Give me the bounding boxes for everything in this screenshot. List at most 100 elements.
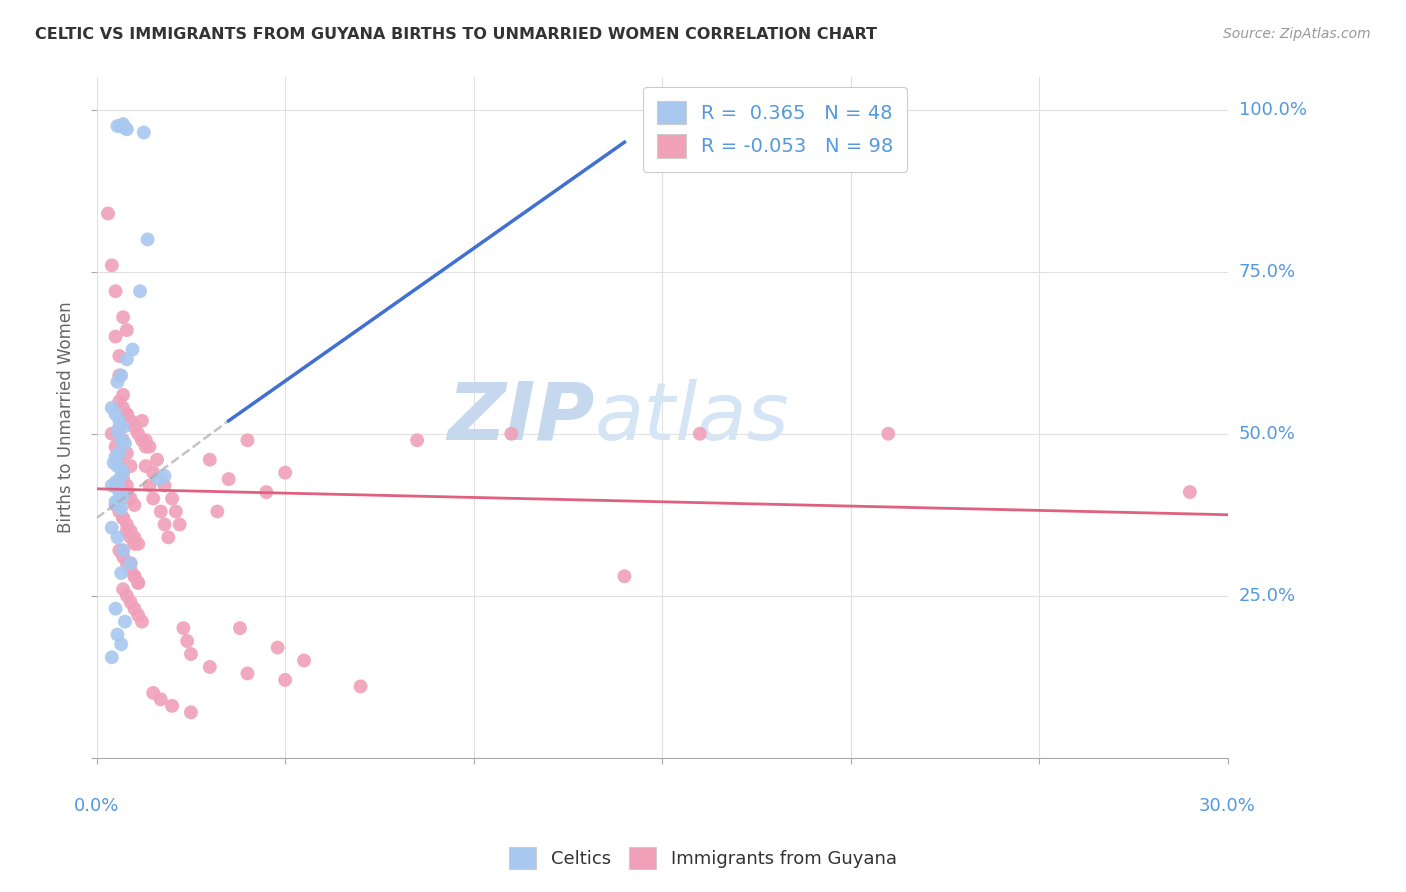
Point xyxy=(115,589,138,603)
Point xyxy=(142,491,165,506)
Point xyxy=(110,566,132,580)
Point xyxy=(112,511,135,525)
Point xyxy=(236,666,259,681)
Point xyxy=(104,450,127,464)
Point xyxy=(110,119,132,133)
Point xyxy=(108,491,131,506)
Legend: Celtics, Immigrants from Guyana: Celtics, Immigrants from Guyana xyxy=(501,838,905,879)
Text: 25.0%: 25.0% xyxy=(1239,587,1296,605)
Point xyxy=(131,615,153,629)
Point xyxy=(165,504,187,518)
Point xyxy=(108,452,131,467)
Point xyxy=(97,206,120,220)
Point xyxy=(115,352,138,367)
Point xyxy=(104,407,127,421)
Point xyxy=(112,466,135,480)
Point xyxy=(107,119,129,133)
Point xyxy=(104,498,127,512)
Point xyxy=(121,343,143,357)
Point xyxy=(112,310,135,325)
Point xyxy=(110,434,132,448)
Text: 0.0%: 0.0% xyxy=(75,797,120,814)
Point xyxy=(112,582,135,597)
Point xyxy=(107,424,129,438)
Point xyxy=(112,543,135,558)
Point xyxy=(124,569,146,583)
Point xyxy=(110,501,132,516)
Point xyxy=(127,608,149,623)
Point xyxy=(107,530,129,544)
Point xyxy=(198,660,221,674)
Point xyxy=(142,686,165,700)
Point xyxy=(101,258,124,272)
Point xyxy=(101,478,124,492)
Point xyxy=(135,459,157,474)
Point xyxy=(115,478,138,492)
Point xyxy=(112,488,135,502)
Point xyxy=(112,466,135,480)
Point xyxy=(406,434,429,448)
Point xyxy=(115,557,138,571)
Point xyxy=(180,647,202,661)
Point xyxy=(112,117,135,131)
Text: ZIP: ZIP xyxy=(447,378,595,457)
Point xyxy=(142,466,165,480)
Point xyxy=(132,126,155,140)
Point xyxy=(149,692,172,706)
Point xyxy=(129,284,152,298)
Point xyxy=(112,434,135,448)
Point xyxy=(108,504,131,518)
Point xyxy=(115,517,138,532)
Point xyxy=(198,452,221,467)
Point xyxy=(149,504,172,518)
Point xyxy=(218,472,240,486)
Text: 50.0%: 50.0% xyxy=(1239,425,1295,442)
Point xyxy=(110,485,132,500)
Point xyxy=(148,472,170,486)
Point xyxy=(135,440,157,454)
Point xyxy=(115,524,138,538)
Point xyxy=(613,569,636,583)
Point xyxy=(266,640,288,655)
Point xyxy=(107,482,129,496)
Legend: R =  0.365   N = 48, R = -0.053   N = 98: R = 0.365 N = 48, R = -0.053 N = 98 xyxy=(643,87,907,171)
Text: CELTIC VS IMMIGRANTS FROM GUYANA BIRTHS TO UNMARRIED WOMEN CORRELATION CHART: CELTIC VS IMMIGRANTS FROM GUYANA BIRTHS … xyxy=(35,27,877,42)
Point xyxy=(274,466,297,480)
Point xyxy=(138,440,160,454)
Point xyxy=(292,653,315,667)
Point xyxy=(120,563,142,577)
Point xyxy=(160,491,183,506)
Point xyxy=(114,615,136,629)
Point xyxy=(110,637,132,651)
Point xyxy=(115,407,138,421)
Point xyxy=(274,673,297,687)
Point xyxy=(120,459,142,474)
Point xyxy=(112,549,135,564)
Point xyxy=(124,498,146,512)
Text: Source: ZipAtlas.com: Source: ZipAtlas.com xyxy=(1223,27,1371,41)
Text: 100.0%: 100.0% xyxy=(1239,101,1306,119)
Point xyxy=(124,530,146,544)
Point xyxy=(108,414,131,428)
Point xyxy=(104,475,127,490)
Point xyxy=(138,478,160,492)
Point xyxy=(112,511,135,525)
Text: atlas: atlas xyxy=(595,378,789,457)
Point xyxy=(349,680,371,694)
Point xyxy=(124,601,146,615)
Point xyxy=(120,524,142,538)
Point xyxy=(124,537,146,551)
Point xyxy=(124,420,146,434)
Point xyxy=(120,595,142,609)
Point xyxy=(127,575,149,590)
Point xyxy=(254,485,277,500)
Point xyxy=(112,401,135,415)
Point xyxy=(108,543,131,558)
Point xyxy=(112,388,135,402)
Point xyxy=(120,557,142,571)
Text: 75.0%: 75.0% xyxy=(1239,263,1296,281)
Point xyxy=(112,472,135,486)
Point xyxy=(236,434,259,448)
Point xyxy=(1178,485,1201,500)
Point xyxy=(115,122,138,136)
